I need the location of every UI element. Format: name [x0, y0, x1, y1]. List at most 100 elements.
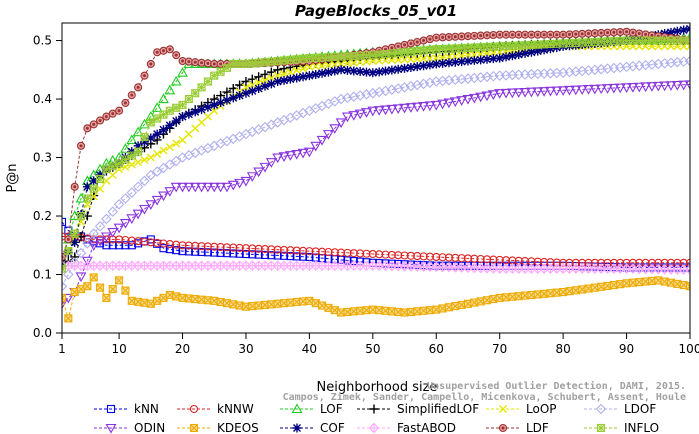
data-point [438, 253, 447, 262]
legend-marker [499, 405, 507, 413]
data-point [178, 241, 187, 250]
data-point [115, 241, 124, 250]
data-point [671, 80, 683, 91]
data-point [210, 242, 219, 251]
data-point [254, 84, 264, 94]
data-point [349, 58, 358, 67]
data-point [126, 214, 138, 224]
data-point [267, 73, 276, 82]
chart-title: PageBlocks_05_v01 [295, 2, 457, 20]
data-point [463, 51, 472, 60]
data-point [134, 147, 143, 156]
data-point [495, 53, 505, 63]
data-point [292, 73, 302, 83]
data-point [597, 28, 606, 37]
data-point [343, 248, 352, 257]
data-point [392, 83, 404, 94]
data-point [482, 255, 492, 264]
data-point [153, 238, 162, 247]
data-point [684, 264, 690, 276]
data-point [292, 252, 301, 261]
data-point [170, 75, 182, 86]
data-point [127, 236, 136, 245]
data-point [203, 102, 213, 112]
data-point [337, 59, 346, 68]
data-point [589, 84, 601, 95]
data-point [457, 254, 466, 263]
data-point [367, 106, 379, 117]
data-point [386, 104, 398, 115]
data-point [241, 244, 251, 253]
data-point [107, 228, 119, 238]
legend-label: LDOF [624, 402, 656, 416]
data-point [394, 55, 403, 64]
data-point [348, 91, 360, 102]
data-point [457, 57, 467, 67]
data-point [94, 236, 106, 247]
data-point [413, 54, 422, 63]
y-tick-label: 0.0 [33, 326, 52, 340]
data-point [113, 199, 125, 210]
data-point [108, 285, 117, 294]
data-point [292, 55, 301, 64]
data-point [184, 130, 193, 139]
data-point [132, 181, 144, 193]
data-point [64, 235, 73, 244]
data-point [394, 251, 403, 260]
x-axis-label: Neighborhood size [317, 380, 438, 395]
data-point [267, 251, 276, 260]
data-point [146, 238, 155, 247]
legend-item: INFLO [584, 421, 659, 434]
data-point [406, 39, 415, 48]
y-axis-label: P@n [5, 163, 20, 192]
data-point [172, 51, 181, 60]
data-point [153, 150, 162, 159]
data-point [488, 54, 498, 64]
data-point [375, 50, 384, 59]
data-point [614, 83, 626, 94]
data-point [62, 293, 74, 304]
data-point [406, 62, 416, 72]
legend-label: KDEOS [217, 421, 259, 434]
series-kdeos [62, 273, 690, 323]
data-point [278, 152, 290, 162]
data-point [470, 254, 479, 263]
data-point [164, 159, 176, 170]
legend-marker [595, 403, 607, 415]
data-point [197, 247, 206, 257]
series-ldf [62, 27, 690, 262]
data-point [576, 85, 588, 96]
data-point [64, 247, 73, 256]
data-point [413, 47, 422, 56]
data-point [361, 67, 371, 77]
data-point [203, 242, 212, 251]
data-point [349, 66, 359, 76]
legend-item: ODIN [94, 421, 165, 434]
data-point [63, 269, 74, 280]
data-point [476, 55, 486, 65]
data-point [413, 252, 422, 261]
data-point [177, 182, 188, 193]
legend: kNN kNNW LOF SimplifiedLOF LoOP LDOF ODIN KDEOS… [94, 402, 659, 434]
legend-item: SimplifiedLOF [357, 402, 479, 416]
x-tick-label: 20 [175, 342, 190, 356]
data-point [469, 55, 479, 65]
credit-line-2: Unsupervised Outlier Detection, DAMI, 20… [427, 380, 686, 392]
legend-item: FastABOD [357, 421, 456, 434]
data-point [126, 187, 138, 198]
data-point [387, 49, 396, 58]
data-point [476, 50, 485, 58]
data-point [260, 245, 270, 254]
data-point [418, 78, 429, 90]
data-point [234, 178, 246, 189]
data-point [685, 36, 690, 45]
series-fastabod [62, 260, 690, 276]
data-point [411, 102, 423, 113]
series-layer [62, 24, 690, 323]
data-point [191, 247, 200, 256]
data-point [115, 235, 124, 244]
data-point [120, 193, 131, 204]
data-point [381, 49, 390, 59]
legend-item: KDEOS [177, 421, 259, 434]
data-point [191, 241, 200, 250]
